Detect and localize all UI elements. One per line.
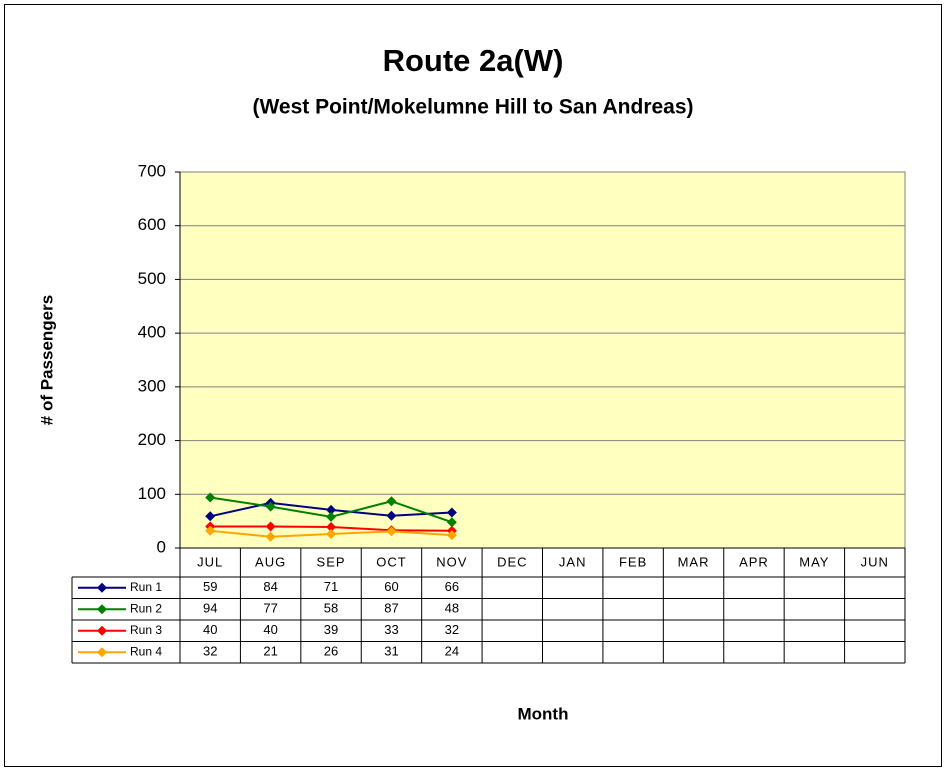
- table-value: 24: [445, 644, 459, 659]
- x-tick-label: NOV: [436, 554, 467, 569]
- legend-label: Run 2: [130, 601, 162, 615]
- table-value: 40: [203, 622, 217, 637]
- table-value: 58: [324, 601, 338, 616]
- x-tick-label: JUL: [197, 554, 223, 569]
- table-value: 48: [445, 601, 459, 616]
- chart-title: Route 2a(W): [383, 43, 564, 78]
- data-point: [386, 496, 397, 507]
- table-value: 94: [203, 601, 217, 616]
- legend-marker: [97, 582, 107, 593]
- data-point: [205, 511, 216, 522]
- data-point: [326, 511, 337, 522]
- plot-area: [179, 171, 906, 549]
- table-value: 33: [384, 622, 398, 637]
- x-tick-label: APR: [739, 554, 769, 569]
- y-tick-label: 0: [157, 537, 166, 556]
- table-value: 21: [263, 644, 277, 659]
- data-point: [446, 507, 457, 518]
- data-point: [446, 530, 457, 541]
- table-value: 71: [324, 579, 338, 594]
- table-value: 60: [384, 579, 398, 594]
- legend-label: Run 4: [130, 644, 162, 658]
- x-tick-label: OCT: [376, 554, 406, 569]
- x-axis-label: Month: [518, 704, 569, 723]
- table-value: 31: [384, 644, 398, 659]
- table-value: 84: [263, 579, 277, 594]
- table-value: 39: [324, 622, 338, 637]
- x-tick-label: SEP: [317, 554, 346, 569]
- x-tick-label: JUN: [861, 554, 889, 569]
- y-tick-label: 600: [138, 215, 166, 234]
- data-point: [265, 501, 276, 512]
- data-point: [386, 526, 397, 537]
- data-point: [446, 517, 457, 528]
- y-tick-label: 500: [138, 269, 166, 288]
- y-tick-label: 700: [138, 161, 166, 180]
- data-point: [205, 525, 216, 536]
- table-value: 32: [203, 644, 217, 659]
- legend-label: Run 3: [130, 623, 162, 637]
- x-tick-label: AUG: [255, 554, 286, 569]
- legend-marker: [97, 625, 107, 636]
- data-point: [326, 522, 337, 533]
- x-tick-label: FEB: [619, 554, 647, 569]
- x-tick-label: MAY: [799, 554, 829, 569]
- data-point: [265, 531, 276, 542]
- data-point: [326, 504, 337, 515]
- table-value: 59: [203, 579, 217, 594]
- data-point: [265, 521, 276, 532]
- table-value: 87: [384, 601, 398, 616]
- chart-subtitle: (West Point/Mokelumne Hill to San Andrea…: [252, 96, 693, 119]
- table-value: 77: [263, 601, 277, 616]
- data-point: [386, 510, 397, 521]
- y-tick-label: 200: [138, 430, 166, 449]
- data-point: [205, 492, 216, 503]
- y-tick-label: 300: [138, 376, 166, 395]
- x-tick-label: DEC: [497, 554, 527, 569]
- legend-marker: [97, 647, 107, 658]
- y-tick-label: 400: [138, 323, 166, 342]
- y-tick-label: 100: [138, 484, 166, 503]
- table-value: 32: [445, 622, 459, 637]
- y-axis-label: # of Passengers: [37, 295, 56, 425]
- x-tick-label: JAN: [559, 554, 587, 569]
- data-point: [326, 529, 337, 540]
- table-value: 26: [324, 644, 338, 659]
- table-value: 40: [263, 622, 277, 637]
- legend-label: Run 1: [130, 580, 162, 594]
- legend-marker: [97, 604, 107, 615]
- table-value: 66: [445, 579, 459, 594]
- x-tick-label: MAR: [678, 554, 710, 569]
